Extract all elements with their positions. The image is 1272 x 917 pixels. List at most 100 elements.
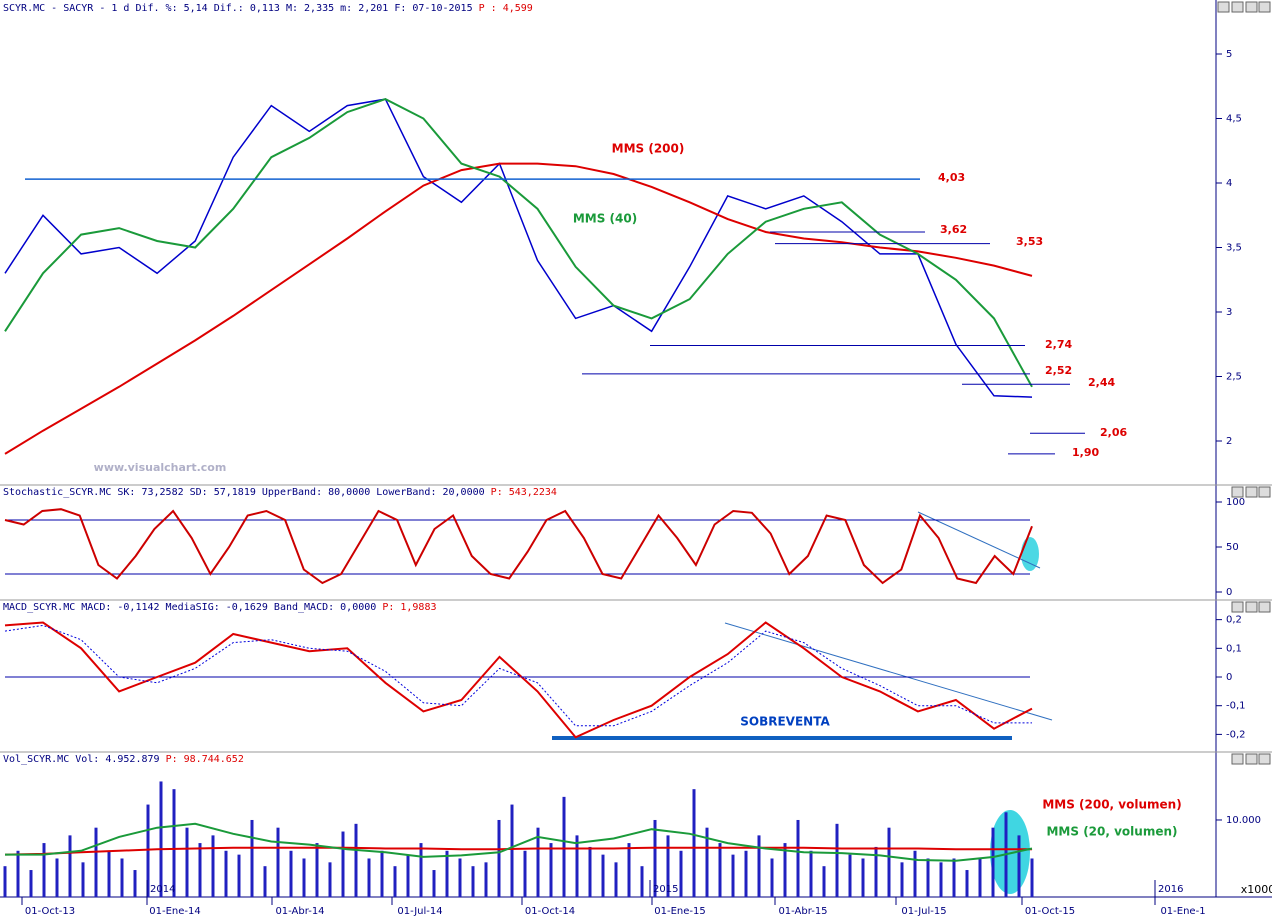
button[interactable] bbox=[1231, 1, 1244, 13]
volume-bar bbox=[861, 858, 865, 897]
volume-bar bbox=[757, 835, 761, 897]
y-tick-label: 50 bbox=[1226, 542, 1239, 553]
volume-bar bbox=[211, 835, 215, 897]
y-tick-label: 10.000 bbox=[1226, 815, 1261, 826]
y-tick-label: 100 bbox=[1226, 497, 1245, 508]
volume-bar bbox=[783, 843, 787, 897]
y-tick-label: 3,5 bbox=[1226, 243, 1242, 254]
volume-bar bbox=[393, 866, 397, 897]
volume-bar bbox=[302, 858, 306, 897]
volume-bar bbox=[120, 858, 124, 897]
level-label: 4,03 bbox=[938, 171, 965, 184]
x-tick-label: 01-Jul-15 bbox=[901, 906, 946, 917]
level-label: 2,06 bbox=[1100, 426, 1127, 439]
y-tick-label: 5 bbox=[1226, 49, 1232, 60]
watermark: www.visualchart.com bbox=[94, 461, 227, 474]
button[interactable] bbox=[1231, 486, 1244, 498]
volume-bar bbox=[263, 866, 267, 897]
x-tick-label: 01-Jul-14 bbox=[397, 906, 442, 917]
volume-bar bbox=[731, 854, 735, 897]
volume-bar bbox=[484, 862, 488, 897]
button[interactable] bbox=[1245, 601, 1258, 613]
volume-bar bbox=[107, 850, 111, 897]
button[interactable] bbox=[1217, 1, 1230, 13]
y-tick-label: 2 bbox=[1226, 436, 1232, 447]
volume-bar bbox=[42, 843, 46, 897]
y-tick-label: 2,5 bbox=[1226, 372, 1242, 383]
volume-bar bbox=[29, 870, 33, 897]
volume-bar bbox=[562, 796, 566, 897]
level-label: 3,53 bbox=[1016, 235, 1043, 248]
y-tick-label: 3 bbox=[1226, 307, 1232, 318]
header: MACD_SCYR.MC MACD: -0,1142 MediaSIG: -0,… bbox=[3, 602, 437, 613]
volume-bar bbox=[159, 781, 163, 897]
year-label: 2016 bbox=[1158, 884, 1183, 895]
button[interactable] bbox=[1245, 486, 1258, 498]
year-label: 2015 bbox=[653, 884, 678, 895]
x-tick-label: 01-Oct-13 bbox=[25, 906, 75, 917]
legend-label: MMS (200, volumen) bbox=[1042, 798, 1181, 812]
button[interactable] bbox=[1231, 753, 1244, 765]
line-series bbox=[4, 508, 1033, 585]
header: Stochastic_SCYR.MC SK: 73,2582 SD: 57,18… bbox=[3, 487, 557, 498]
y-tick-label: -0,1 bbox=[1226, 701, 1246, 712]
volume-bar bbox=[874, 846, 878, 897]
volume-bar bbox=[549, 843, 553, 897]
volume-bar bbox=[952, 858, 956, 897]
button[interactable] bbox=[1258, 601, 1271, 613]
volume-bar bbox=[666, 835, 670, 897]
line-series bbox=[5, 822, 1033, 862]
volume-bar bbox=[3, 866, 7, 897]
legend-label: MMS (40) bbox=[573, 212, 637, 226]
volume-bar bbox=[536, 827, 540, 897]
volume-bar bbox=[796, 819, 800, 897]
volume-bar bbox=[133, 870, 137, 897]
line-series bbox=[4, 846, 1032, 856]
volume-bar bbox=[835, 823, 839, 897]
x-tick-label: 01-Abr-15 bbox=[778, 906, 827, 917]
volume-bar bbox=[510, 804, 514, 897]
volume-bar bbox=[653, 819, 657, 897]
volume-bar bbox=[146, 804, 150, 897]
button[interactable] bbox=[1245, 753, 1258, 765]
line-series bbox=[4, 98, 1033, 398]
line-series bbox=[4, 98, 1033, 388]
volume-bar bbox=[172, 789, 176, 897]
volume-bar bbox=[926, 858, 930, 897]
volume-bar bbox=[315, 843, 319, 897]
volume-bar bbox=[289, 850, 293, 897]
trend-line bbox=[724, 622, 1053, 721]
button[interactable] bbox=[1231, 601, 1244, 613]
level-label: 2,44 bbox=[1088, 376, 1115, 389]
x-tick-label: 01-Oct-14 bbox=[525, 906, 575, 917]
line-series bbox=[4, 624, 1032, 727]
volume-bar bbox=[68, 835, 72, 897]
volume-bar bbox=[913, 850, 917, 897]
button[interactable] bbox=[1245, 1, 1258, 13]
legend-label: MMS (200) bbox=[612, 142, 685, 156]
button[interactable] bbox=[1258, 753, 1271, 765]
volume-bar bbox=[523, 850, 527, 897]
y-tick-label: -0,2 bbox=[1226, 729, 1246, 740]
year-label: 2014 bbox=[150, 884, 175, 895]
volume-bar bbox=[81, 862, 85, 897]
volume-bar bbox=[848, 854, 852, 897]
volume-bar bbox=[770, 858, 774, 897]
line-series bbox=[4, 162, 1033, 455]
annotation: SOBREVENTA bbox=[740, 715, 830, 729]
volume-bar bbox=[250, 819, 254, 897]
highlight bbox=[990, 810, 1030, 894]
volume-bar bbox=[354, 823, 358, 897]
x-tick-label: 01-Oct-15 bbox=[1025, 906, 1075, 917]
volume-bar bbox=[1030, 858, 1034, 897]
button[interactable] bbox=[1258, 486, 1271, 498]
volume-bar bbox=[328, 862, 332, 897]
y-tick-label: 0,2 bbox=[1226, 615, 1242, 626]
line-series bbox=[4, 621, 1033, 739]
y-tick-label: 0 bbox=[1226, 672, 1232, 683]
volume-bar bbox=[679, 850, 683, 897]
button[interactable] bbox=[1258, 1, 1271, 13]
x-tick-label: 01-Ene-14 bbox=[149, 906, 200, 917]
